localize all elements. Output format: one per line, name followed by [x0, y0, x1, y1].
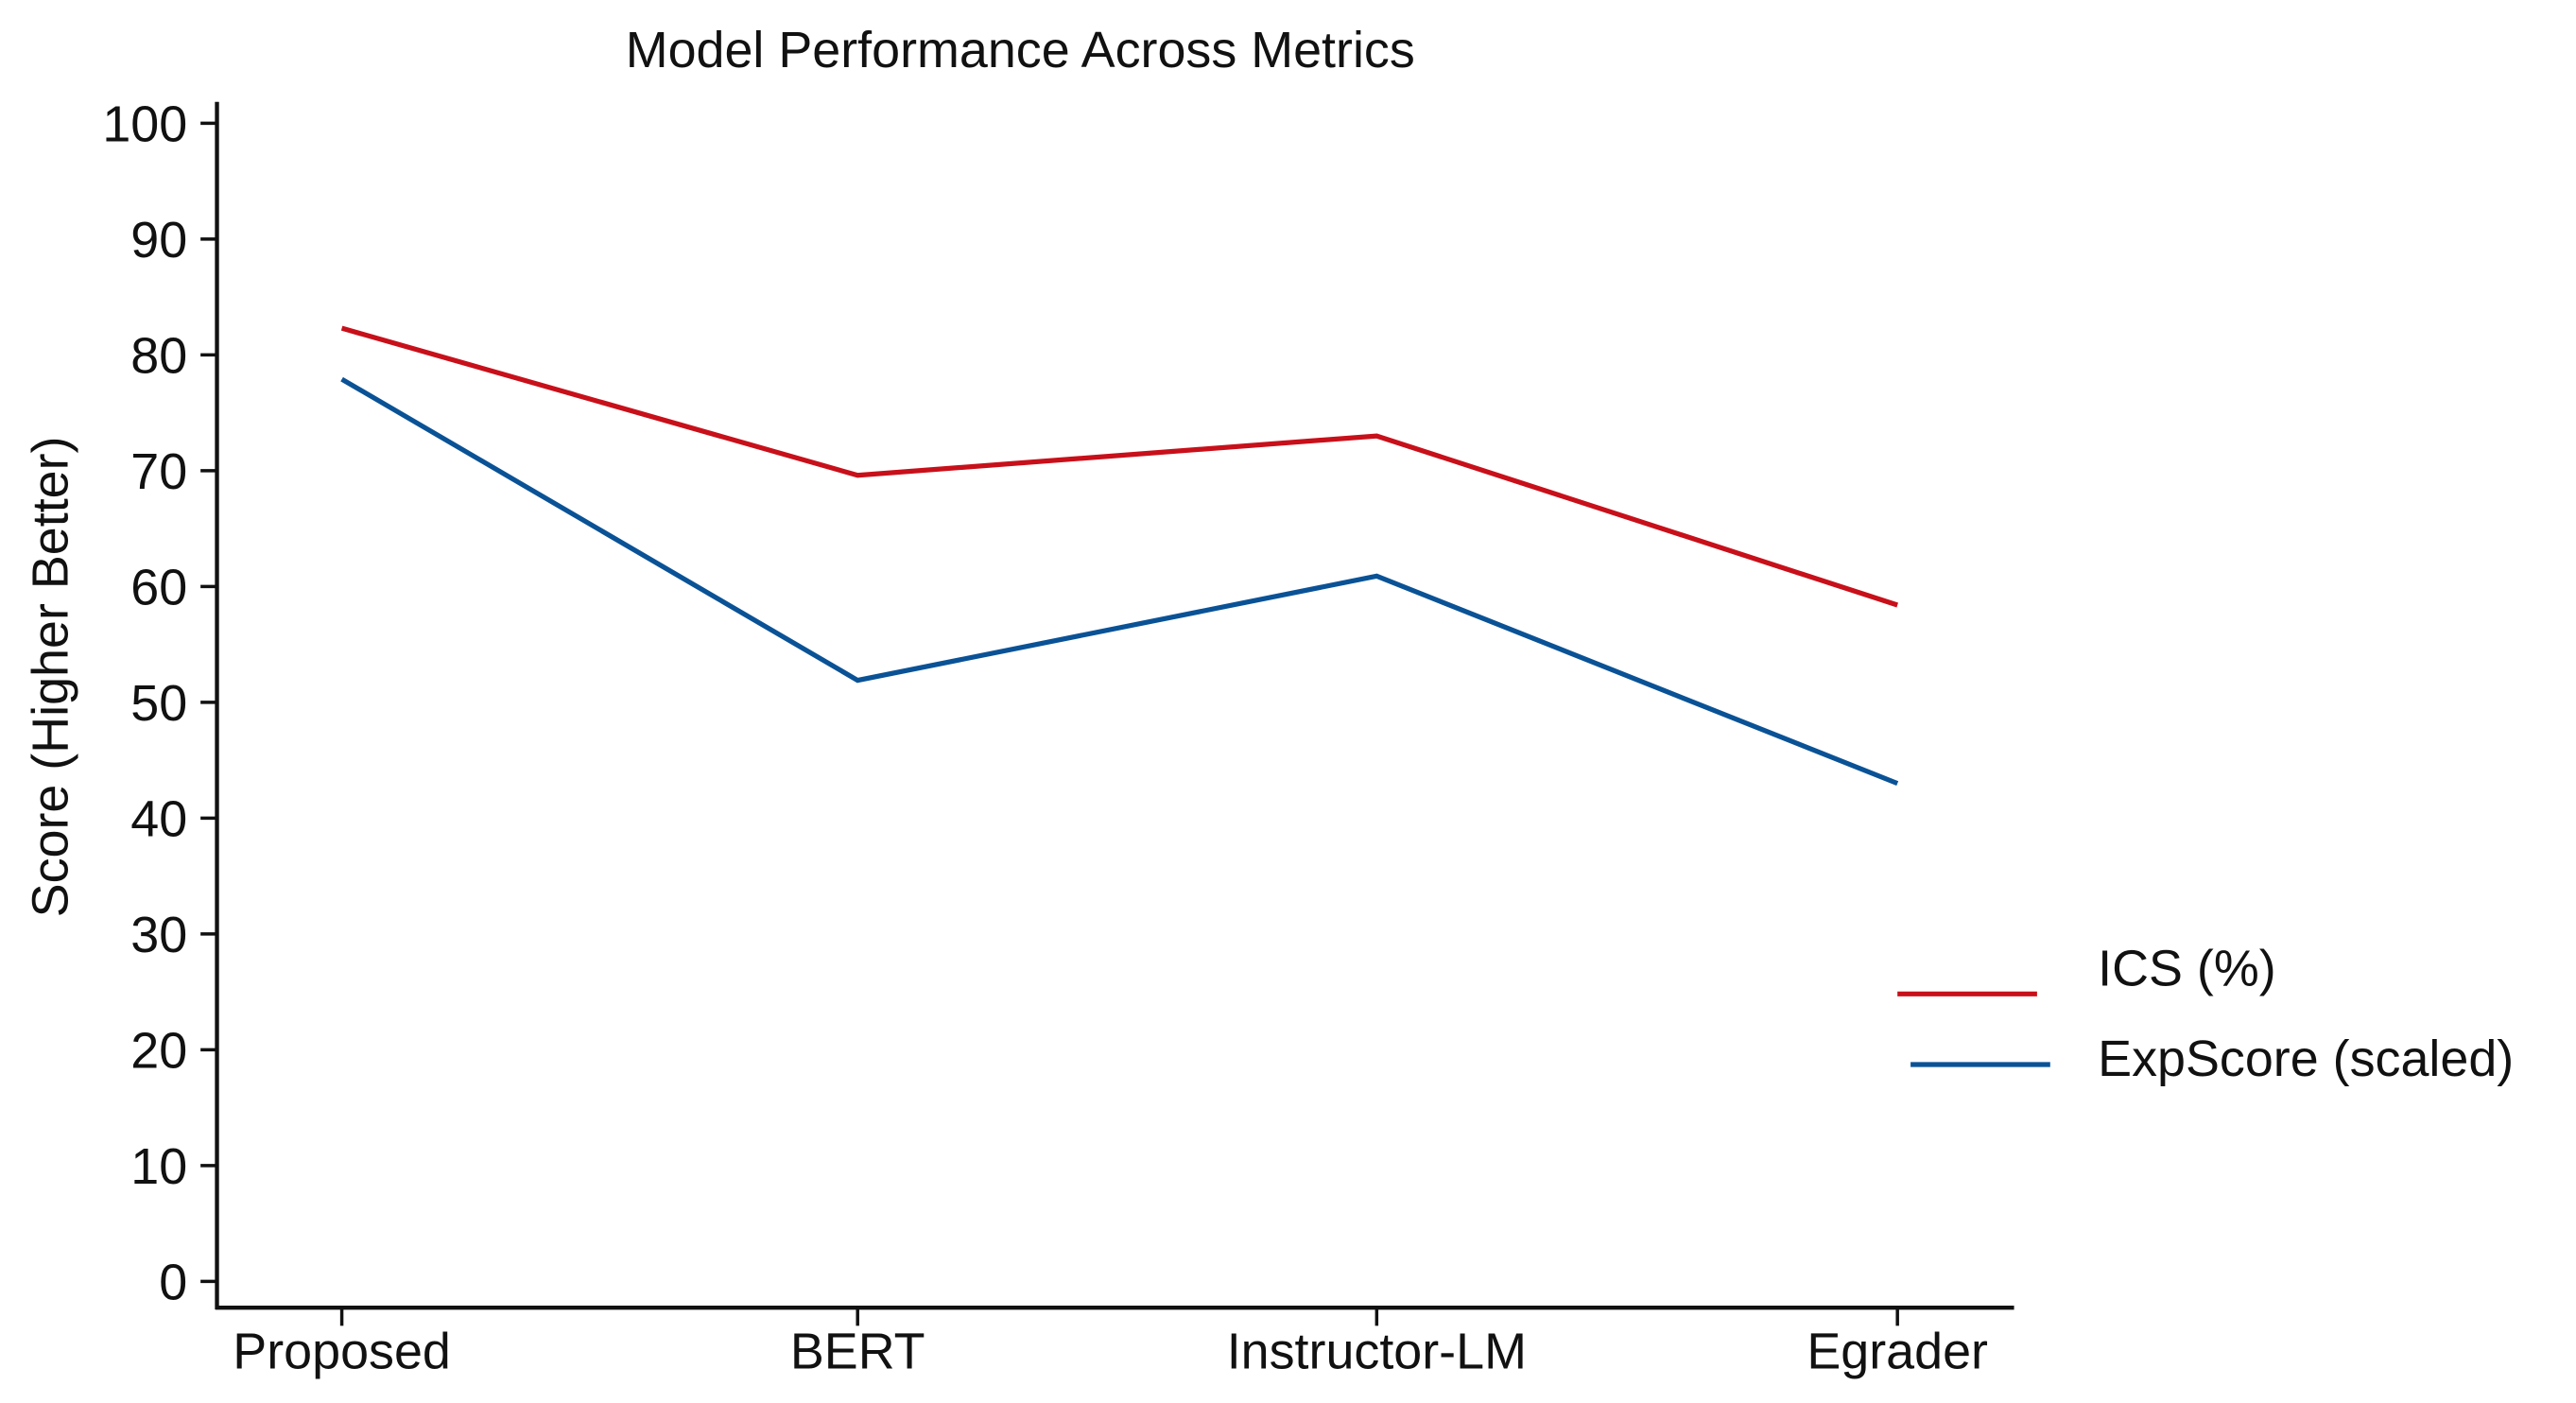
series-line-1: [340, 376, 1899, 787]
x-tick-label: Instructor-LM: [1227, 1324, 1527, 1380]
y-tick-label: 70: [130, 443, 187, 500]
series-line-0: [340, 325, 1898, 608]
y-tick-label: 10: [130, 1138, 187, 1195]
y-tick-label: 100: [102, 95, 187, 152]
y-tick-label: 30: [130, 907, 187, 963]
y-tick-label: 20: [130, 1023, 187, 1080]
x-tick-label: BERT: [790, 1324, 925, 1380]
chart-title: Model Performance Across Metrics: [626, 22, 1415, 78]
x-tick-label: Proposed: [233, 1324, 451, 1380]
y-tick-label: 0: [159, 1255, 187, 1311]
y-tick-label: 80: [130, 327, 187, 384]
y-axis-label: Score (Higher Better): [22, 437, 78, 918]
legend-label: ICS (%): [2098, 941, 2276, 997]
y-tick-label: 50: [130, 675, 187, 732]
x-tick-label: Egrader: [1807, 1324, 1988, 1380]
y-tick-label: 40: [130, 790, 187, 847]
y-tick-label: 60: [130, 559, 187, 615]
legend-label: ExpScore (scaled): [2098, 1031, 2514, 1087]
y-tick-label: 90: [130, 212, 187, 268]
